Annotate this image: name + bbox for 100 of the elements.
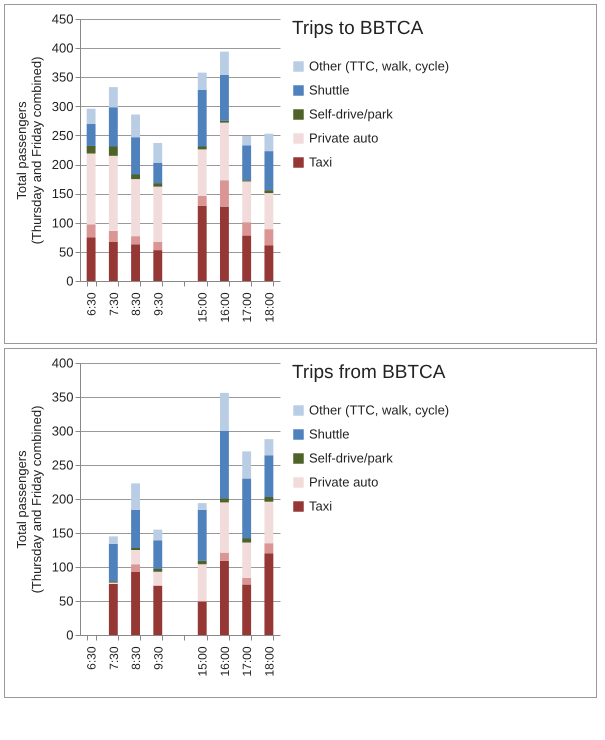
bar bbox=[108, 242, 118, 281]
x-tick-label: 8:30 bbox=[129, 292, 144, 316]
bar bbox=[220, 74, 229, 121]
bar bbox=[264, 439, 274, 456]
bar bbox=[198, 602, 207, 635]
y-tick-label: 150 bbox=[52, 186, 74, 202]
bar bbox=[198, 510, 207, 561]
bar bbox=[264, 151, 274, 190]
bar bbox=[264, 245, 274, 281]
bar bbox=[108, 536, 118, 544]
bar bbox=[108, 156, 118, 231]
bar bbox=[264, 229, 274, 246]
x-tick-label: 18:00 bbox=[262, 646, 276, 677]
bar bbox=[108, 230, 118, 242]
y-tick-label: 100 bbox=[52, 215, 74, 230]
bar bbox=[220, 552, 229, 561]
bar bbox=[86, 146, 96, 154]
bar bbox=[242, 136, 252, 146]
y-tick-label: 50 bbox=[59, 244, 74, 260]
x-tick-label: 17:00 bbox=[240, 292, 254, 323]
bar bbox=[86, 153, 96, 225]
bar bbox=[242, 181, 252, 222]
bar bbox=[153, 162, 162, 184]
x-tick-label: 16:00 bbox=[218, 646, 232, 677]
y-tick-label: 200 bbox=[52, 157, 74, 172]
y-tick-label: 150 bbox=[52, 526, 74, 540]
bar bbox=[264, 193, 274, 230]
bar bbox=[108, 108, 118, 147]
y-tick-label: 250 bbox=[52, 458, 74, 472]
bar bbox=[153, 586, 162, 635]
x-tick-label: 9:30 bbox=[151, 292, 166, 316]
bar bbox=[131, 236, 140, 244]
bar bbox=[242, 542, 252, 578]
bar bbox=[198, 206, 207, 281]
y-tick-label: 350 bbox=[52, 70, 74, 85]
bar bbox=[131, 483, 140, 510]
bar bbox=[220, 122, 229, 180]
legend-label: Taxi bbox=[309, 154, 332, 170]
bar bbox=[242, 451, 252, 479]
bar bbox=[131, 244, 140, 281]
bar bbox=[242, 145, 252, 180]
legend-title: Trips from BBTCA bbox=[292, 362, 446, 383]
bar bbox=[198, 90, 207, 147]
bar bbox=[220, 502, 229, 553]
x-tick-label: 18:00 bbox=[262, 292, 276, 323]
bar bbox=[153, 569, 162, 572]
x-tick-label: 9:30 bbox=[151, 646, 166, 670]
bar bbox=[131, 114, 140, 138]
y-tick-label: 250 bbox=[52, 128, 74, 143]
bar bbox=[264, 543, 274, 554]
bar bbox=[86, 224, 96, 238]
bar bbox=[153, 186, 162, 242]
bar bbox=[153, 572, 162, 586]
bar bbox=[153, 242, 162, 250]
bar bbox=[198, 149, 207, 196]
legend-label: Other (TTC, walk, cycle) bbox=[309, 402, 450, 418]
bar bbox=[264, 502, 274, 544]
bar bbox=[86, 108, 96, 124]
y-tick-label: 400 bbox=[52, 40, 74, 56]
bar bbox=[220, 180, 229, 208]
x-tick-label: 17:00 bbox=[240, 646, 254, 677]
y-tick-label: 0 bbox=[66, 274, 74, 288]
bar bbox=[264, 134, 274, 152]
bar bbox=[108, 87, 118, 108]
bar bbox=[131, 137, 140, 174]
legend-title: Trips to BBTCA bbox=[292, 18, 424, 39]
bar bbox=[242, 584, 252, 635]
y-tick-label: 300 bbox=[52, 98, 74, 114]
legend-label: Shuttle bbox=[309, 82, 350, 98]
y-tick-label: 100 bbox=[52, 560, 74, 574]
bar bbox=[264, 496, 274, 502]
bar bbox=[220, 431, 229, 498]
x-tick-label: 15:00 bbox=[196, 646, 210, 677]
bar bbox=[86, 124, 96, 146]
y-axis-title: Total passengers (Thursday and Friday combined) bbox=[14, 406, 44, 594]
bar bbox=[131, 179, 140, 236]
bar bbox=[264, 190, 274, 194]
bar bbox=[242, 222, 252, 236]
bar bbox=[242, 578, 252, 585]
bar bbox=[131, 510, 140, 548]
y-tick-label: 400 bbox=[52, 356, 74, 370]
bar bbox=[242, 236, 252, 281]
bar bbox=[153, 530, 162, 540]
bar bbox=[153, 183, 162, 187]
bar bbox=[220, 207, 229, 281]
y-tick-label: 450 bbox=[52, 12, 74, 26]
bar bbox=[153, 143, 162, 163]
bar bbox=[242, 478, 252, 538]
bar bbox=[198, 560, 207, 564]
bar bbox=[198, 564, 207, 601]
x-tick-label: 15:00 bbox=[196, 292, 210, 323]
bar bbox=[264, 553, 274, 635]
legend-label: Self-drive/park bbox=[309, 106, 394, 122]
bar bbox=[86, 237, 96, 281]
legend-label: Taxi bbox=[309, 498, 332, 514]
y-tick-label: 300 bbox=[52, 424, 74, 438]
bar bbox=[198, 196, 207, 206]
bar bbox=[108, 146, 118, 156]
bar bbox=[131, 174, 140, 180]
bar bbox=[198, 146, 207, 150]
